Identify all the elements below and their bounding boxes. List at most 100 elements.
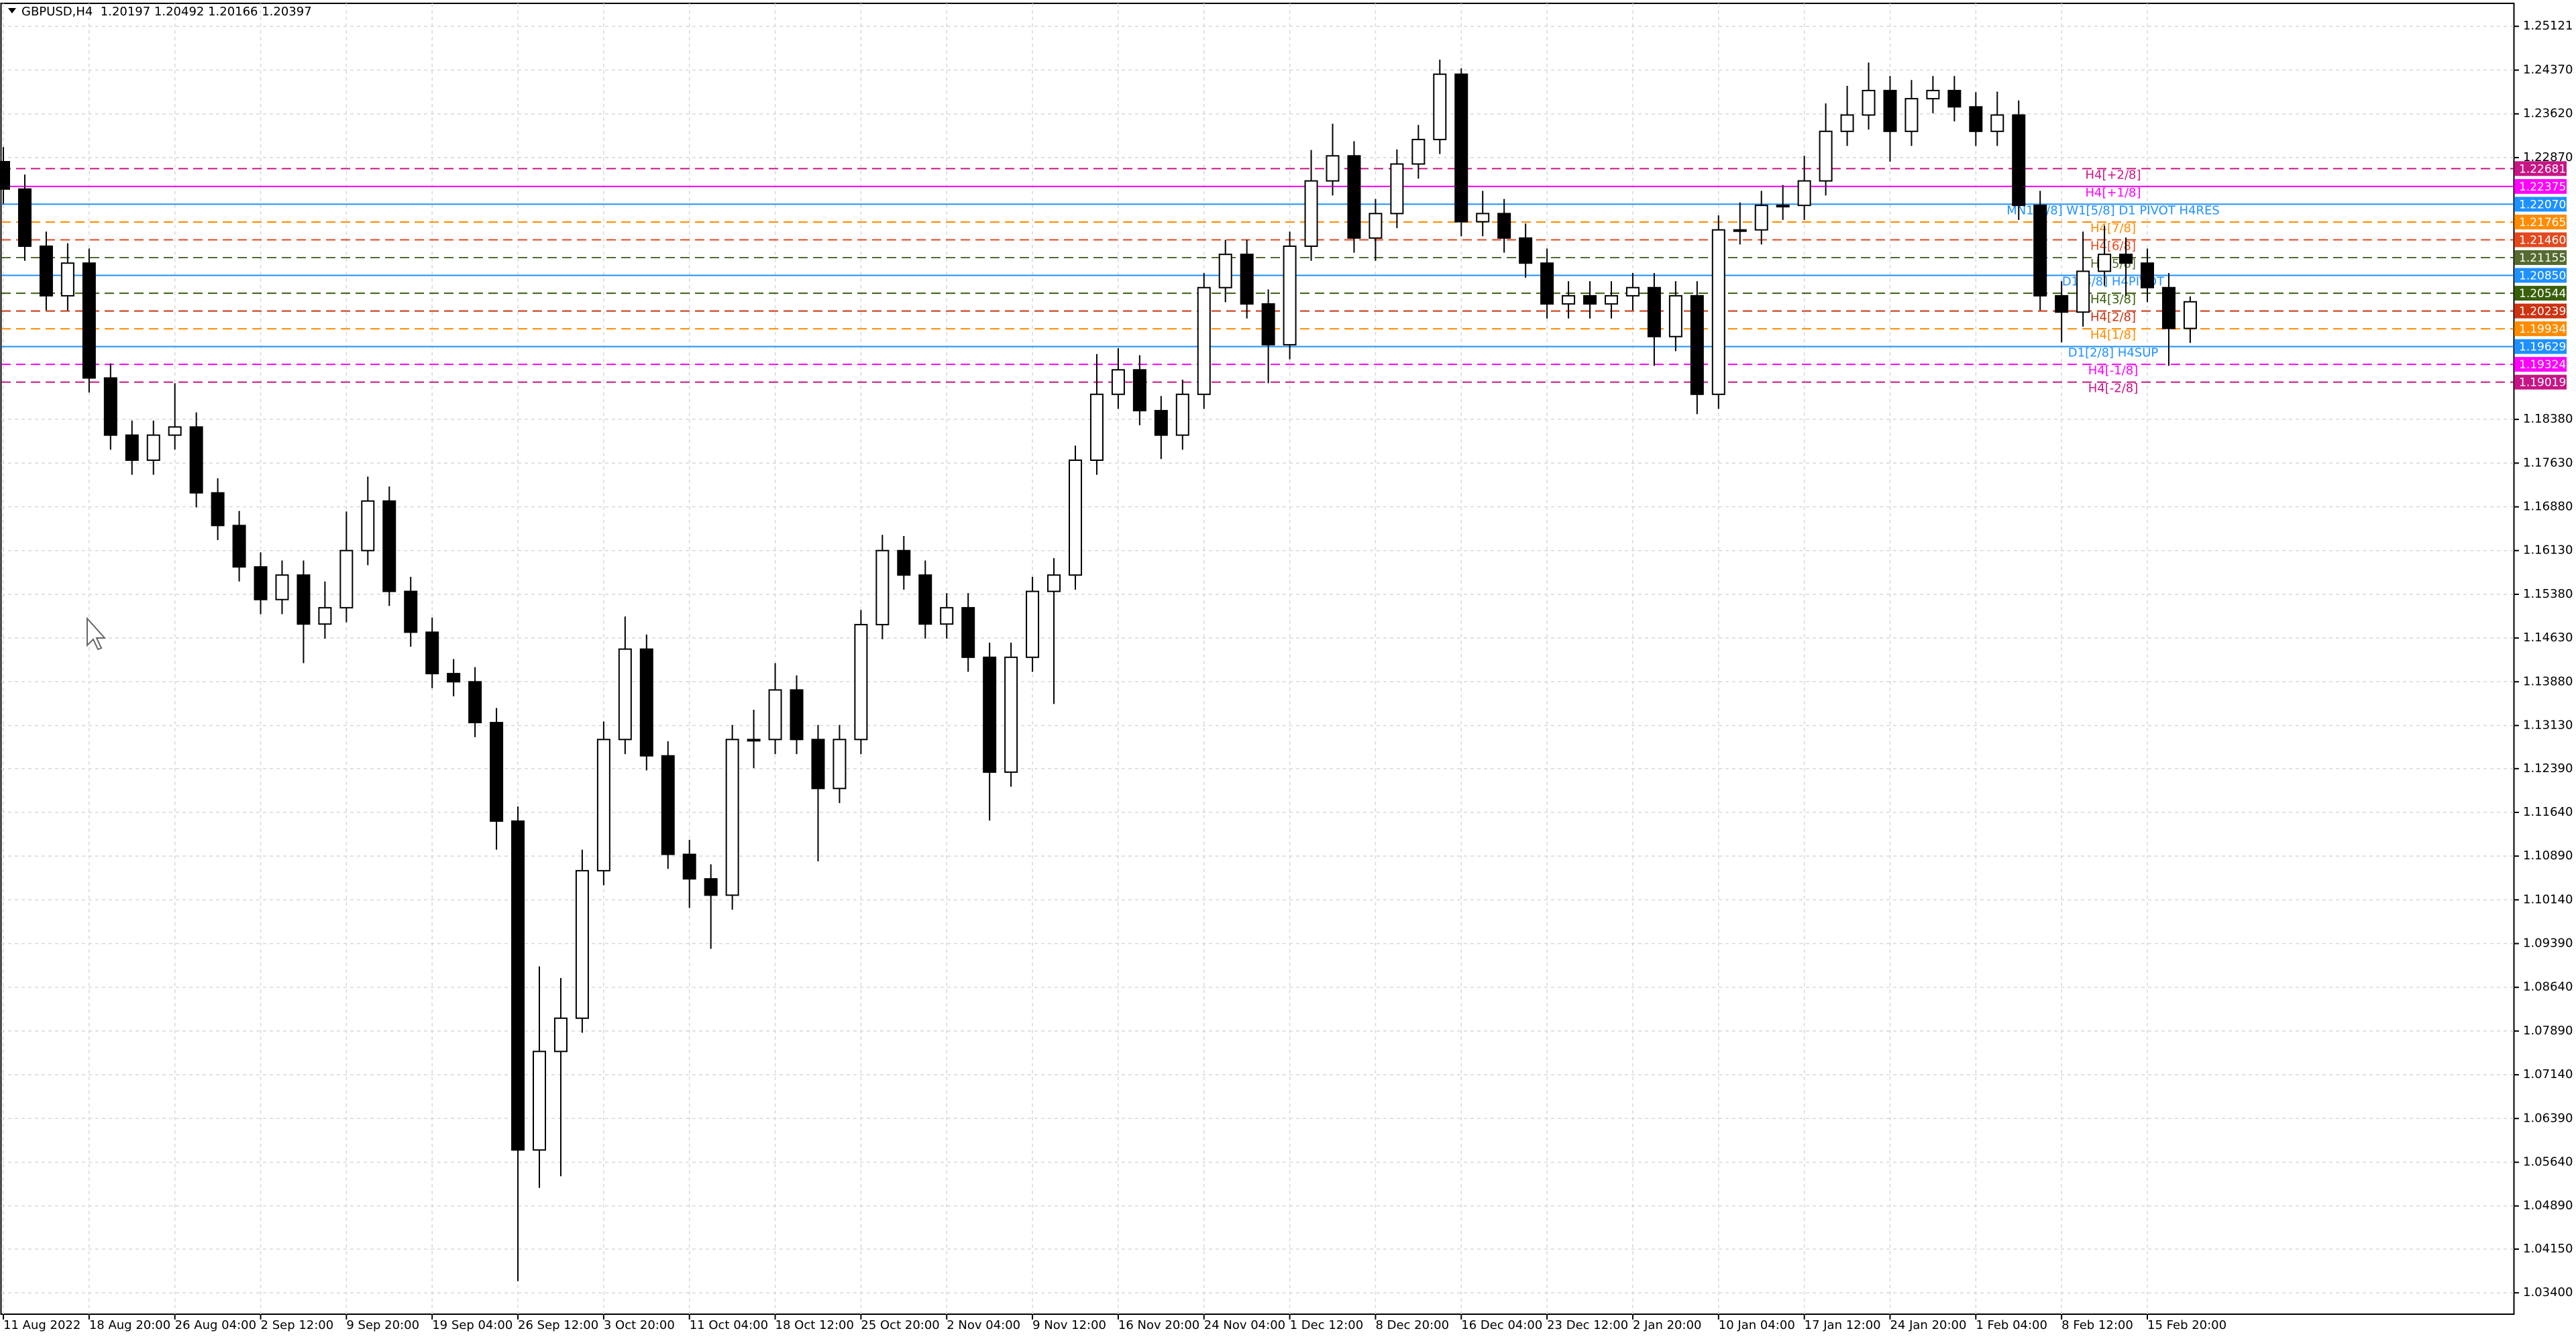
x-tick-label: 10 Jan 04:00 [1719,1318,1795,1332]
candle-body [1776,205,1790,208]
candle-body [533,1051,546,1151]
candle-body [0,160,10,190]
level-price-box [2514,197,2567,212]
candle-body [425,631,439,675]
level-price-box [2514,232,2567,248]
candle-body [232,525,246,568]
y-tick-label: 1.10140 [2523,892,2573,906]
level-price-label: 1.20239 [2519,305,2566,319]
x-tick-label: 26 Aug 04:00 [175,1318,256,1332]
candle-body [1668,294,1682,337]
candle-body [1089,393,1104,462]
candle-body [811,739,825,790]
candle-body [125,434,139,462]
level-price-label: 1.20850 [2519,269,2566,282]
candle-body [1411,138,1426,165]
candle-body [897,549,911,576]
plot-frame [0,3,2515,1315]
candle-body [768,689,782,741]
labels: 1.25121 1.24370 1.23620 1.22870 1.18380 1.176… [3,19,2573,1332]
x-tick-label: 1 Feb 04:00 [1976,1318,2047,1332]
menu-triangle[interactable] [8,8,16,13]
level-name: H4[1/8] [2090,328,2136,342]
candle-body [1476,213,1490,223]
level-price-label: 1.19324 [2519,358,2566,372]
candle-body [1819,130,1833,182]
candle-body [1519,237,1533,264]
y-tick-label: 1.16130 [2523,543,2573,557]
candle-body [1111,369,1125,395]
candle-body [2098,254,2112,272]
candle-body [168,426,182,436]
level-price-box [2514,161,2567,176]
candle-body [596,739,610,871]
candle-body [1004,656,1018,773]
level-name: H4[7/8] [2090,221,2136,235]
y-tick-label: 1.23620 [2523,107,2573,121]
y-tick-label: 1.24370 [2523,63,2573,77]
candle-body [1497,213,1511,239]
x-tick-label: 2 Sep 12:00 [261,1318,334,1332]
candle-body [297,574,311,625]
level-price-box [2514,250,2567,265]
x-tick-label: 16 Dec 04:00 [1461,1318,1542,1332]
y-tick-label: 1.14630 [2523,631,2573,645]
candle-body [361,500,375,551]
candle-body [254,566,268,600]
x-tick-label: 3 Oct 20:00 [604,1318,675,1332]
candle-body [1690,294,1704,395]
candle-body [747,739,761,742]
level-price-label: 1.19019 [2519,376,2566,390]
level-name: MN1[5/8] W1[5/8] D1 PIVOT H4RES [2006,203,2220,217]
y-tick-label: 1.11640 [2523,805,2573,819]
candle-body [339,549,354,608]
candle-body [1647,286,1661,337]
level-price-box [2514,178,2567,194]
x-tick-label: 8 Feb 12:00 [2061,1318,2133,1332]
candle-body [468,681,482,724]
levels: H4[+2/8] H4[+1/8] MN1[5/8] W1[5/8] D1 PIVO… [1,168,2514,396]
x-tick-label: 17 Jan 12:00 [1805,1318,1881,1332]
level-price-box [2514,286,2567,301]
x-tick-label: 2 Nov 04:00 [947,1318,1020,1332]
candle-body [1304,180,1318,248]
candle-body [2141,262,2154,288]
x-tick-label: 16 Nov 20:00 [1118,1318,1199,1332]
candle-body [2161,286,2176,329]
y-tick-label: 1.07140 [2523,1067,2573,1081]
candle-body [1240,254,1254,305]
candle-body [189,426,203,494]
candle-body [103,377,117,436]
candle-body [1154,410,1168,436]
candle-body [447,673,461,683]
candle-body [682,853,696,880]
candle-body [511,820,525,1151]
level-price-box [2514,214,2567,229]
level-price-label: 1.22681 [2519,162,2566,176]
candle-body [82,262,96,379]
candle-body [211,492,225,527]
candle-body [1326,155,1340,182]
candle-body [1197,286,1211,395]
candle-body [1947,89,1962,108]
level-price-box [2514,357,2567,372]
candle-body [490,722,504,822]
x-tick-label: 11 Aug 2022 [3,1318,80,1332]
candle-body [704,878,718,896]
level-price-label: 1.19629 [2519,341,2566,354]
y-tick-label: 1.13130 [2523,718,2573,732]
x-tick-label: 18 Oct 12:00 [775,1318,854,1332]
x-tick-label: 23 Dec 12:00 [1547,1318,1628,1332]
y-tick-label: 1.07890 [2523,1024,2573,1038]
candle-body [1433,73,1447,140]
candle-body [1754,205,1768,231]
y-tick-label: 1.13880 [2523,674,2573,688]
y-tick-label: 1.03400 [2523,1285,2573,1299]
candle-body [2012,114,2026,207]
candle-body [1883,89,1897,132]
level-price-label: 1.20544 [2519,287,2566,301]
y-tick-label: 1.12390 [2523,761,2573,775]
candle-body [833,739,847,790]
